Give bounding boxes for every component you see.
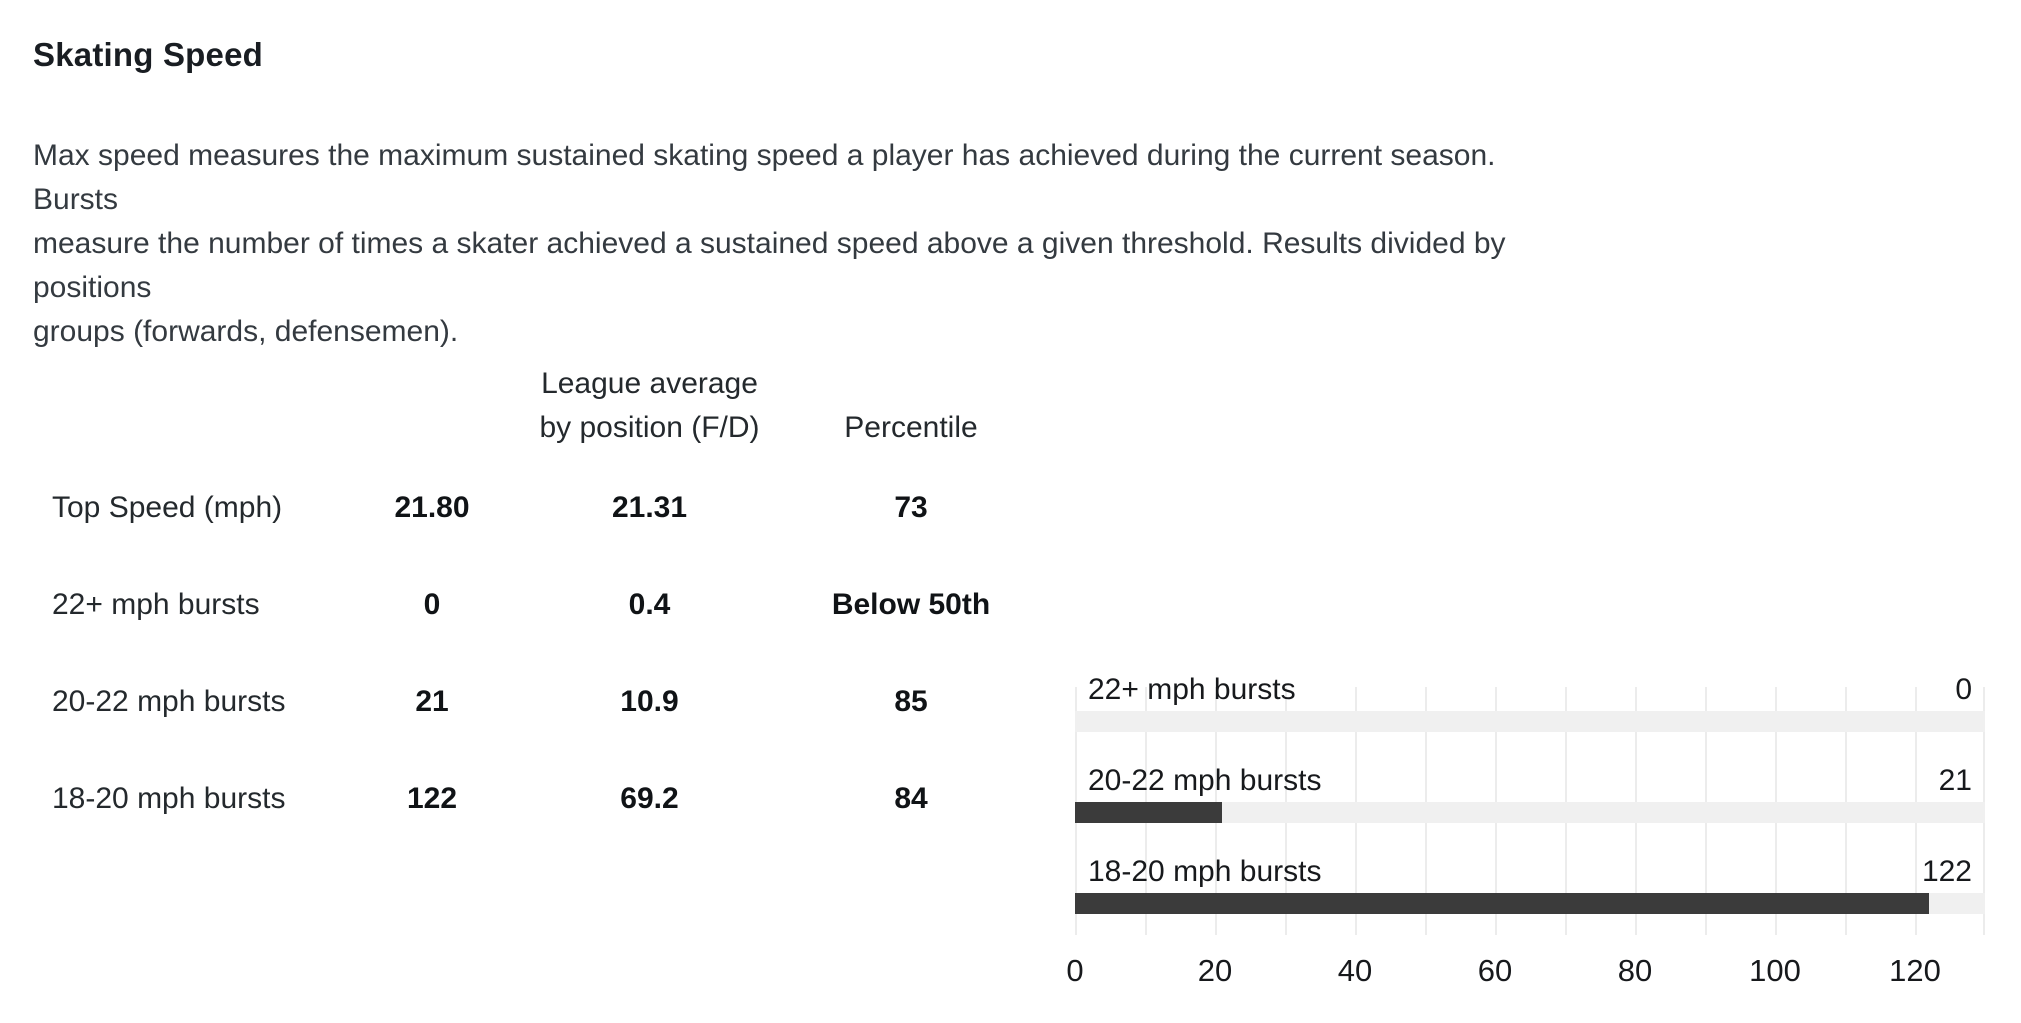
bar	[1075, 893, 1929, 914]
player-value: 21.80	[394, 490, 470, 524]
league-average-value: 10.9	[620, 684, 679, 718]
x-axis-tick-label: 40	[1337, 953, 1373, 988]
chart-value-label: 122	[1921, 855, 1972, 888]
row-label: Top Speed (mph)	[52, 490, 283, 524]
chart-row: 18-20 mph bursts 122	[1075, 854, 1985, 945]
row-label: 18-20 mph bursts	[52, 781, 286, 815]
bar-track	[1075, 802, 1985, 823]
league-average-header: League average by position (F/D)	[517, 362, 782, 480]
percentile-value: 85	[894, 684, 928, 718]
percentile-value: 84	[894, 781, 928, 815]
x-axis-tick-label: 60	[1477, 953, 1513, 988]
x-axis: 0 20 40 60 80 100 120	[1066, 953, 1985, 993]
percentile-value: 73	[894, 490, 928, 524]
row-label: 20-22 mph bursts	[52, 684, 286, 718]
percentile-value: Below 50th	[831, 587, 991, 621]
section-description: Max speed measures the maximum sustained…	[33, 134, 1563, 354]
x-axis-tick-label: 120	[1889, 953, 1941, 988]
x-axis-tick-label: 100	[1749, 953, 1801, 988]
bursts-bar-chart: 22+ mph bursts 0 20-22 mph bursts 21 18-…	[1066, 672, 1985, 1002]
league-average-value: 69.2	[620, 781, 679, 815]
percentile-header: Percentile	[844, 411, 978, 444]
chart-category-label: 22+ mph bursts	[1088, 673, 1296, 706]
league-average-value: 0.4	[628, 587, 671, 621]
league-average-header-line2: by position (F/D)	[539, 411, 760, 444]
league-average-header-line1: League average	[541, 367, 758, 400]
description-line: measure the number of times a skater ach…	[33, 227, 1506, 304]
bar-track	[1075, 711, 1985, 732]
chart-value-label: 0	[1955, 673, 1972, 706]
section-title: Skating Speed	[33, 36, 263, 73]
player-value: 122	[406, 781, 458, 815]
player-value: 0	[423, 587, 441, 621]
chart-category-label: 20-22 mph bursts	[1088, 764, 1322, 797]
chart-category-label: 18-20 mph bursts	[1088, 855, 1322, 888]
player-value: 21	[415, 684, 449, 718]
bar-track	[1075, 893, 1985, 914]
stats-table: League average by position (F/D) Percent…	[52, 362, 1040, 847]
description-line: groups (forwards, defensemen).	[33, 315, 459, 348]
bar	[1075, 802, 1222, 823]
league-average-value: 21.31	[611, 490, 688, 524]
chart-value-label: 21	[1938, 764, 1972, 797]
x-axis-tick-label: 0	[1066, 953, 1084, 988]
chart-row: 22+ mph bursts 0	[1075, 672, 1985, 763]
chart-row: 20-22 mph bursts 21	[1075, 763, 1985, 854]
description-line: Max speed measures the maximum sustained…	[33, 139, 1496, 216]
x-axis-tick-label: 80	[1617, 953, 1653, 988]
x-axis-tick-label: 20	[1197, 953, 1233, 988]
row-label: 22+ mph bursts	[52, 587, 260, 621]
